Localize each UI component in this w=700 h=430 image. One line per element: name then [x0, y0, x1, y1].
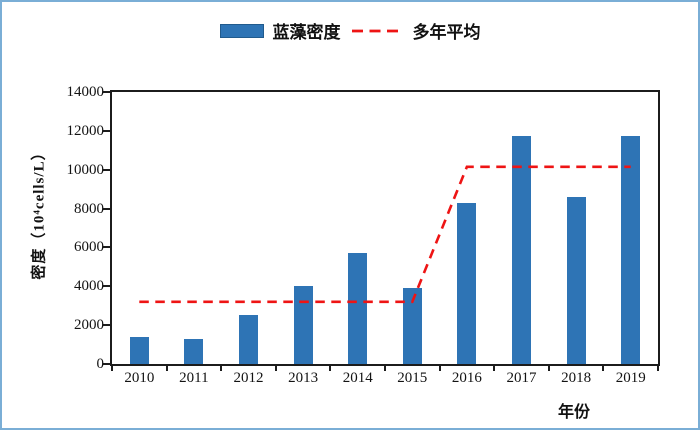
y-tick-label: 14000 [66, 84, 105, 100]
y-tick-label: 4000 [74, 278, 104, 295]
x-axis-title: 年份 [557, 404, 591, 421]
x-tick-label: 2016 [451, 370, 482, 386]
y-tick-mark [103, 285, 110, 288]
y-tick-label: 6000 [74, 239, 104, 256]
bar-series-label: 蓝藻密度 [272, 23, 341, 42]
bar-2010 [129, 336, 149, 364]
bar-2015 [402, 288, 422, 364]
y-tick-label: 10000 [66, 161, 105, 178]
bar-2012 [239, 315, 258, 364]
y-tick-mark [103, 168, 110, 171]
x-tick-label: 2010 [124, 370, 155, 386]
x-tick-mark [384, 364, 386, 371]
bar-2019 [621, 135, 641, 364]
x-tick-label: 2014 [342, 370, 373, 386]
x-tick-mark [329, 364, 332, 371]
y-tick-label: 8000 [74, 200, 104, 217]
y-tick-mark [103, 129, 110, 132]
bar-2018 [566, 196, 586, 364]
x-tick-mark [493, 364, 496, 371]
x-tick-label: 2013 [288, 370, 319, 386]
y-tick-label: 12000 [66, 122, 105, 139]
line-series-swatch-icon [351, 29, 402, 32]
y-tick-label: 2000 [74, 317, 104, 334]
plot-area: 0 2000 4000 6000 8000 10000 12000 14000 2010 2011… [67, 84, 660, 386]
x-tick-label: 2012 [233, 370, 264, 386]
x-tick-mark [274, 364, 277, 371]
x-tick-mark [220, 364, 223, 371]
x-tick-label: 2011 [179, 370, 209, 386]
x-tick-label: 2015 [397, 370, 428, 386]
bar-series-swatch-icon [219, 23, 264, 38]
x-tick-label: 2018 [561, 370, 592, 386]
x-tick-mark [547, 364, 550, 371]
y-tick-label: 0 [96, 356, 105, 372]
average-line [139, 165, 631, 304]
x-tick-mark [111, 364, 113, 371]
y-tick-mark [103, 246, 110, 249]
x-tick-label: 2019 [615, 370, 646, 386]
line-series-label: 多年平均 [412, 23, 481, 42]
bar-2014 [348, 253, 368, 364]
bar-2016 [457, 202, 477, 364]
x-tick-mark [165, 364, 168, 371]
x-tick-mark [602, 364, 605, 371]
x-tick-mark [657, 364, 659, 371]
y-tick-mark [103, 363, 110, 365]
x-tick-label: 2017 [506, 370, 537, 386]
legend: 蓝藻密度 多年平均 [2, 18, 698, 43]
y-tick-mark [103, 207, 110, 210]
x-tick-mark [438, 364, 441, 371]
y-tick-mark [103, 91, 110, 93]
bar-2017 [512, 135, 531, 364]
bar-2011 [184, 338, 204, 364]
y-tick-mark [103, 324, 110, 327]
bar-2013 [293, 286, 313, 364]
